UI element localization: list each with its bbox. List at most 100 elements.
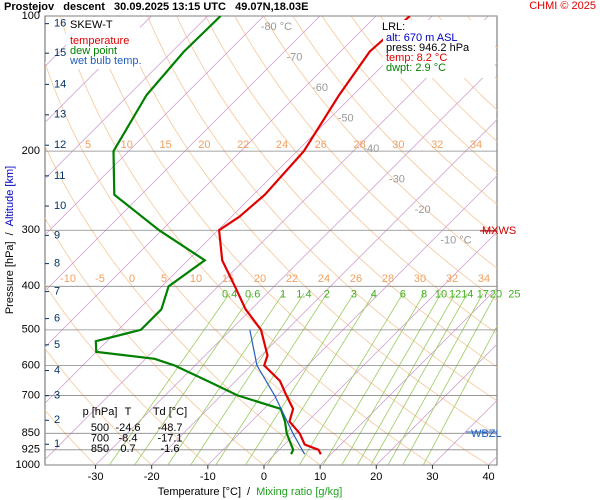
x-tick-label: -30 [88,471,104,483]
mixing-ratio-label: 8 [421,288,427,300]
dry-adiabat [554,16,600,465]
isotherm [45,16,489,460]
x-tick-label: 0 [261,471,267,483]
dry-adiabat [234,16,497,302]
y-axis-label: Pressure [hPa] / Altitude [km] [4,166,16,314]
adiabat-label: 10 [190,273,202,285]
table-cell: 0.7 [120,443,135,455]
y-tick-label: 1000 [16,459,40,471]
isotherm [207,175,497,465]
mixing-ratio-label: 25 [508,288,520,300]
x-tick-label: 40 [482,471,494,483]
table-cell: -8.4 [119,432,138,444]
mixing-ratio-line [422,325,497,465]
sounding-line [217,16,411,455]
adiabat-label: 15 [222,273,234,285]
y-tick-label: 700 [22,389,40,401]
y-label-part: Pressure [hPa] [4,241,16,314]
isotherm [45,16,321,292]
y-tick-label: 400 [22,280,40,292]
adiabat-label: 34 [470,139,482,151]
y-tick-label: 925 [22,444,40,456]
mixing-ratio-line [387,293,484,465]
dry-adiabat [584,16,600,465]
isotherm-label: -70 [286,51,302,63]
adiabat-label: 0 [129,273,135,285]
adiabat-label: 30 [414,273,426,285]
sounding-line [249,329,306,455]
isotherm-label: -50 [338,112,354,124]
table-cell: -17.1 [157,432,182,444]
info-line: temp: 8.2 °C [386,52,447,64]
altitude-label: 5 [54,339,60,351]
isotherm [45,16,152,124]
x-tick-label: 10 [314,471,326,483]
mixing-ratio-label: 1.4 [296,288,311,300]
mixing-ratio-line [134,293,254,465]
mixing-ratio-label: 20 [490,288,502,300]
isotherm-label: -80 °C [261,21,292,33]
mixing-ratio-label: 2 [324,288,330,300]
adiabat-label: 24 [276,139,288,151]
table-cell: -24.6 [115,422,140,434]
adiabat-label: 32 [446,273,458,285]
altitude-label: 16 [54,18,66,30]
mixing-ratio-label: 12 [449,288,461,300]
isotherm [45,16,377,348]
dry-adiabat [496,16,497,18]
adiabat-label: 28 [353,139,365,151]
adiabat-label: 5 [85,139,91,151]
isotherm [95,62,497,465]
table-cell: -48.7 [157,422,182,434]
y-label-part: Altitude [km] [4,166,16,227]
table-cell: 850 [91,443,109,455]
isotherm [45,16,433,404]
plot-area [44,15,498,466]
x-label-part: Mixing ratio [g/kg] [256,486,342,498]
altitude-label: 14 [54,78,66,90]
y-tick-label: 850 [22,427,40,439]
altitude-label: 1 [54,438,60,450]
altitude-label: 4 [54,364,60,376]
altitude-label: 10 [54,200,66,212]
adiabat-label: 20 [198,139,210,151]
isotherm-label: -60 [312,82,328,94]
x-tick-label: 30 [426,471,438,483]
altitude-label: 9 [54,229,60,241]
adiabat-label: 24 [318,273,330,285]
y-tick-label: 600 [22,359,40,371]
mixing-ratio-label: 3 [351,288,357,300]
foreground: 0.4 0.6 1 1.4 2 3 4 6 8 10 12 14 17 20 251002003004005… [16,10,521,483]
altitude-label: 8 [54,258,60,270]
mixing-ratio-line [109,293,230,465]
adiabat-label: 34 [478,273,490,285]
info-line: press: 946.2 hPa [386,42,470,54]
isotherm-label: -20 [415,204,431,216]
x-tick-label: 20 [370,471,382,483]
adiabat-label: 26 [350,273,362,285]
info-box [383,20,495,78]
mixing-ratio-label: 6 [400,288,406,300]
y-tick-label: 500 [22,324,40,336]
dry-adiabat [525,16,600,465]
x-tick-label: -10 [200,471,216,483]
altitude-label: 12 [54,139,66,151]
isotherm-label: -30 [389,173,405,185]
adiabat-label: 15 [159,139,171,151]
isotherm [45,16,265,236]
isotherm-label: -40 [363,143,379,155]
mixing-ratio-label: 0.6 [245,288,260,300]
y-tick-label: 200 [22,145,40,157]
altitude-label: 11 [54,170,65,182]
mixing-ratio-label: 1 [280,288,286,300]
table-cell: -1.6 [161,443,180,455]
mixing-ratio-label: 0.4 [222,288,237,300]
mixing-ratio-label: 17 [477,288,489,300]
mixing-ratio-label: 4 [371,288,377,300]
adiabat-label: 10 [121,139,133,151]
adiabat-label: 32 [431,139,443,151]
altitude-label: 3 [54,390,60,402]
mixing-ratio-label: 14 [461,288,473,300]
mixing-ratio-line [402,293,497,465]
mixing-ratio-line [299,293,404,465]
